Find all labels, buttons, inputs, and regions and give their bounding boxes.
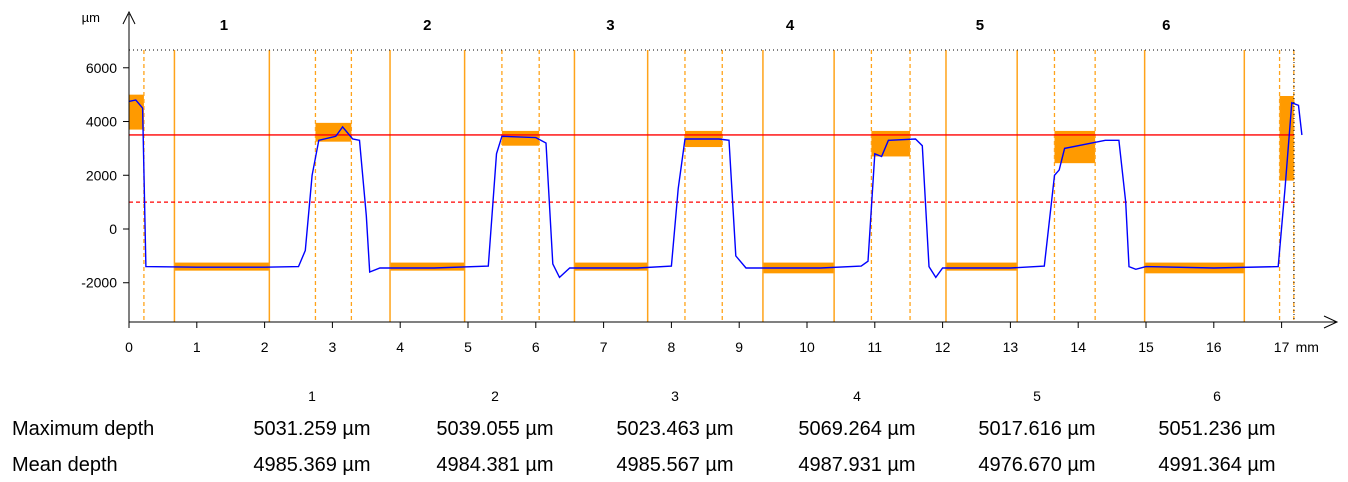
max-depth-5: 5017.616 µm bbox=[978, 418, 1096, 440]
mean-depth-2: 4984.381 µm bbox=[436, 454, 554, 476]
section-label: 1 bbox=[220, 17, 228, 34]
y-tick-label: 0 bbox=[109, 221, 117, 237]
x-unit-label: mm bbox=[1296, 339, 1319, 355]
mean-depth-5: 4976.670 µm bbox=[978, 454, 1096, 476]
section-label: 2 bbox=[423, 17, 431, 34]
orange-region bbox=[315, 122, 352, 142]
table-col-header: 5 bbox=[1033, 388, 1041, 404]
y-tick-label: 6000 bbox=[86, 60, 117, 76]
orange-region bbox=[390, 262, 465, 271]
max-depth-2: 5039.055 µm bbox=[436, 418, 554, 440]
table-col-header: 3 bbox=[671, 388, 679, 404]
mean-depth-4: 4987.931 µm bbox=[798, 454, 916, 476]
table-col-header: 1 bbox=[308, 388, 316, 404]
x-tick-label: 9 bbox=[735, 339, 743, 355]
orange-region bbox=[945, 262, 1018, 271]
table-col-header: 4 bbox=[853, 388, 861, 404]
y-tick-label: 4000 bbox=[86, 114, 117, 130]
table-col-header: 6 bbox=[1213, 388, 1221, 404]
y-axis-arrow bbox=[122, 10, 136, 25]
max-depth-3: 5023.463 µm bbox=[616, 418, 734, 440]
x-tick-label: 17 bbox=[1274, 339, 1290, 355]
section-label: 5 bbox=[976, 17, 984, 34]
orange-region bbox=[574, 262, 648, 271]
max-depth-6: 5051.236 µm bbox=[1158, 418, 1276, 440]
x-tick-label: 3 bbox=[329, 339, 337, 355]
depth-table: 1 2 3 4 5 6 Maximum depth 5031.259 µm 50… bbox=[0, 382, 1348, 482]
x-tick-label: 12 bbox=[935, 339, 951, 355]
x-tick-label: 11 bbox=[868, 339, 883, 355]
x-tick-label: 7 bbox=[600, 339, 608, 355]
x-axis-arrow bbox=[1323, 315, 1339, 329]
orange-region bbox=[501, 130, 540, 146]
y-tick-label: 2000 bbox=[86, 167, 117, 183]
x-tick-label: 16 bbox=[1206, 339, 1222, 355]
table-col-header: 2 bbox=[491, 388, 499, 404]
mean-depth-3: 4985.567 µm bbox=[616, 454, 734, 476]
x-tick-label: 13 bbox=[1003, 339, 1019, 355]
orange-region bbox=[129, 94, 144, 130]
section-label: 6 bbox=[1162, 17, 1170, 34]
max-depth-4: 5069.264 µm bbox=[798, 418, 916, 440]
row-label-max-depth: Maximum depth bbox=[12, 418, 155, 440]
section-label: 3 bbox=[606, 17, 614, 34]
mean-depth-1: 4985.369 µm bbox=[253, 454, 371, 476]
row-label-mean-depth: Mean depth bbox=[12, 454, 118, 476]
max-depth-1: 5031.259 µm bbox=[253, 418, 371, 440]
x-tick-label: 0 bbox=[125, 339, 133, 355]
section-label: 4 bbox=[786, 17, 795, 34]
x-tick-label: 5 bbox=[464, 339, 472, 355]
y-unit-label: µm bbox=[82, 10, 100, 25]
x-tick-label: 2 bbox=[261, 339, 269, 355]
x-tick-label: 8 bbox=[668, 339, 676, 355]
x-tick-label: 15 bbox=[1138, 339, 1154, 355]
x-tick-label: 6 bbox=[532, 339, 540, 355]
x-tick-label: 10 bbox=[799, 339, 815, 355]
x-tick-label: 14 bbox=[1070, 339, 1086, 355]
y-tick-label: -2000 bbox=[81, 275, 117, 291]
mean-depth-6: 4991.364 µm bbox=[1158, 454, 1276, 476]
x-tick-label: 1 bbox=[193, 339, 201, 355]
x-tick-label: 4 bbox=[396, 339, 404, 355]
profile-line bbox=[128, 99, 1303, 279]
